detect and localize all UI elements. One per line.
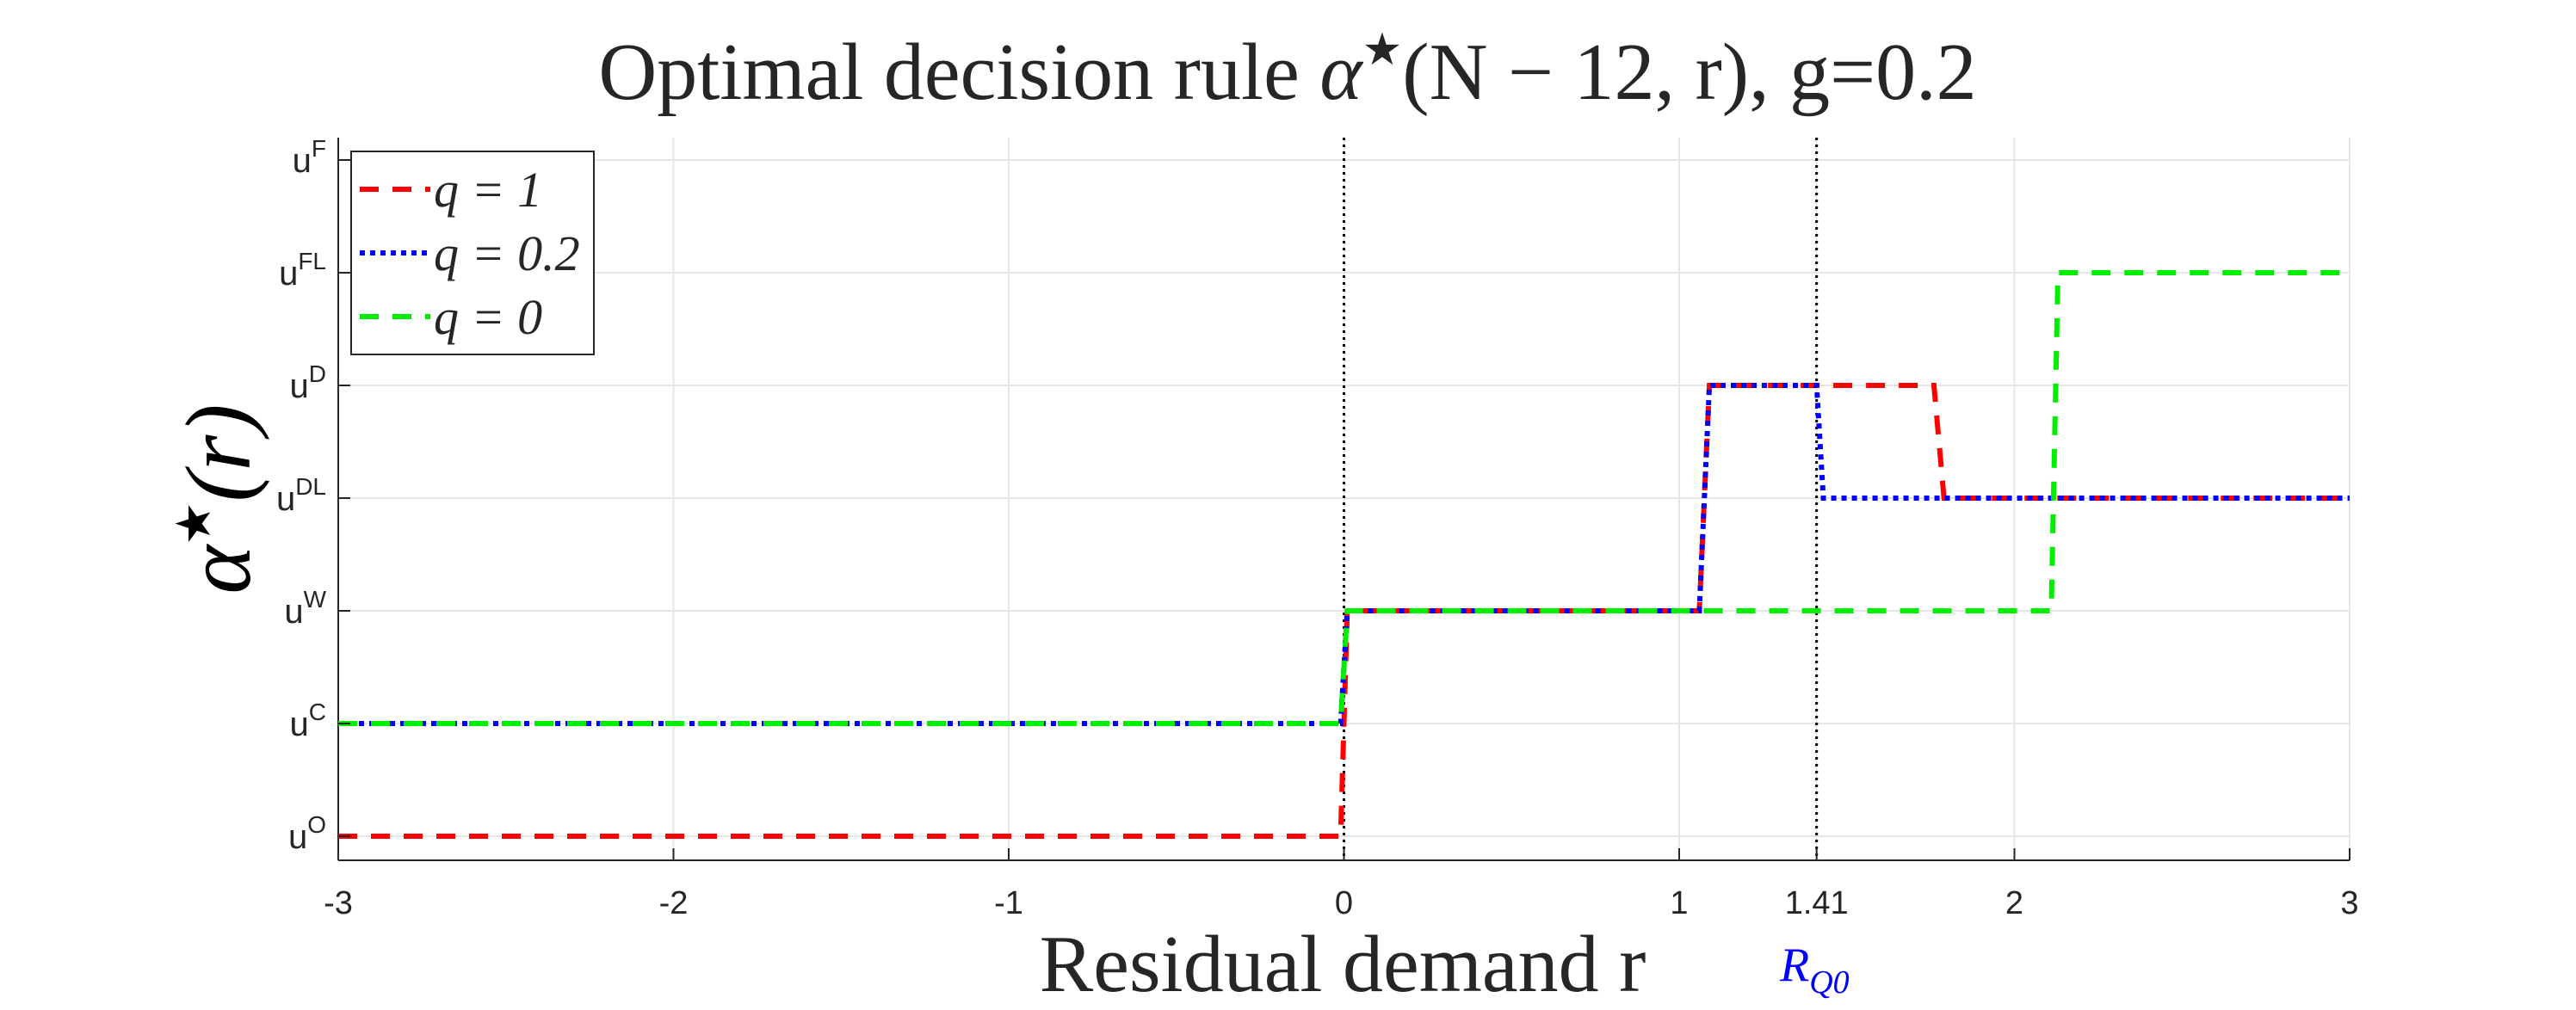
series-lines: [338, 270, 2350, 839]
title-args: (N − 12, r), g=0.2: [1402, 28, 1976, 117]
y-axis-label: α★(r): [168, 404, 270, 594]
x-tick-label: 1.41: [1785, 885, 1849, 921]
series-line-1: [338, 383, 2350, 726]
y-tick-label: uW: [284, 586, 326, 631]
x-axis-label: Residual demand r: [1040, 920, 1646, 1009]
y-tick-label: uDL: [276, 473, 326, 518]
x-tick-label: 2: [2005, 885, 2023, 921]
legend-label-2: q = 0: [434, 289, 542, 345]
chart-title: Optimal decision rule α★(N − 12, r), g=0…: [598, 26, 1976, 117]
x-ticks: -3 -2 -1 0 1 1.41 2 3: [324, 848, 2359, 921]
x-tick-label: 3: [2340, 885, 2358, 921]
title-prefix: Optimal decision rule: [598, 28, 1319, 117]
x-tick-label: -3: [324, 885, 353, 921]
y-tick-label: uD: [290, 360, 326, 405]
y-tick-label: uFL: [279, 248, 326, 293]
rq0-sub: Q0: [1809, 964, 1849, 1001]
x-tick-label: 1: [1670, 885, 1688, 921]
y-ticks: uO uC uW uDL uD uFL uF: [276, 135, 350, 856]
y-tick-label: uC: [290, 699, 326, 743]
ylabel-arg: (r): [168, 404, 270, 502]
title-alpha: α: [1319, 28, 1363, 117]
title-star: ★: [1362, 26, 1403, 75]
ylabel-alpha: α: [168, 543, 270, 594]
y-tick-label: uF: [293, 135, 326, 180]
x-tick-label: -1: [994, 885, 1023, 921]
x-tick-label: 0: [1335, 885, 1353, 921]
rq0-base: R: [1779, 939, 1809, 992]
rq0-annotation: RQ0: [1779, 939, 1850, 1001]
y-tick-label: uO: [288, 811, 326, 856]
legend-label-1: q = 0.2: [434, 225, 580, 281]
legend-label-0: q = 1: [434, 162, 542, 218]
series-line-2: [338, 270, 2350, 726]
ylabel-star: ★: [168, 502, 221, 545]
legend: q = 1 q = 0.2 q = 0: [350, 151, 595, 355]
x-tick-label: -2: [659, 885, 689, 921]
